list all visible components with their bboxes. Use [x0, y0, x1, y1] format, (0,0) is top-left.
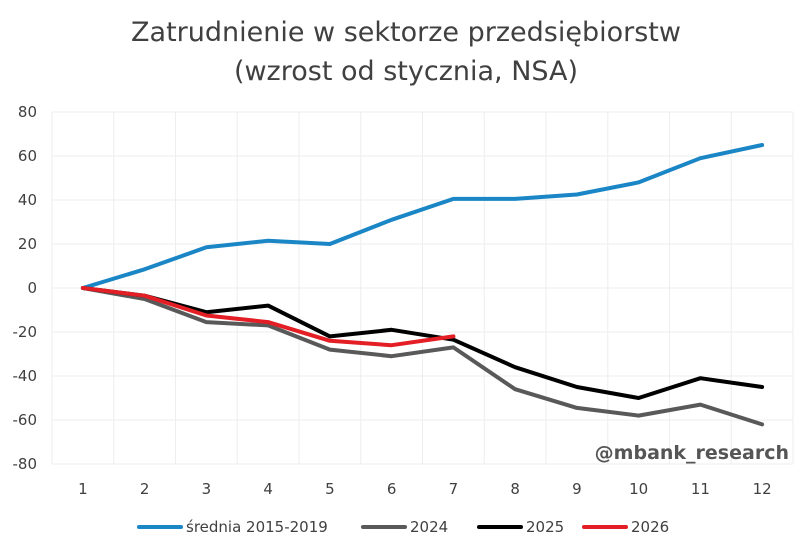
x-tick-label: 6: [387, 480, 397, 498]
x-axis-ticks: 1 2 3 4 5 6 7 8 9 10 11 12: [78, 480, 772, 498]
y-tick-label: -20: [13, 323, 38, 341]
x-tick-label: 9: [572, 480, 582, 498]
y-tick-label: 80: [18, 103, 37, 121]
x-tick-label: 7: [449, 480, 459, 498]
y-tick-label: 0: [27, 279, 37, 297]
x-tick-label: 10: [629, 480, 648, 498]
watermark: @mbank_research: [595, 442, 789, 464]
legend-label-2: 2025: [526, 518, 564, 536]
x-tick-label: 12: [753, 480, 772, 498]
x-tick-label: 3: [202, 480, 212, 498]
chart-title-line-2: (wzrost od stycznia, NSA): [234, 56, 578, 87]
legend: średnia 2015-2019 2024 2025 2026: [137, 518, 669, 536]
x-tick-label: 5: [325, 480, 335, 498]
y-tick-label: -60: [13, 411, 38, 429]
series-line-2: [80, 286, 765, 400]
legend-label-0: średnia 2015-2019: [186, 518, 328, 536]
x-tick-label: 11: [691, 480, 710, 498]
y-axis-ticks: 80 60 40 20 0 -20 -40 -60 -80: [13, 103, 38, 473]
series-line-1: [80, 286, 765, 427]
y-tick-label: -40: [13, 367, 38, 385]
series-lines: [80, 143, 765, 427]
grid: [51, 111, 794, 465]
y-tick-label: 40: [18, 191, 37, 209]
chart-title-line-1: Zatrudnienie w sektorze przedsiębiorstw: [131, 17, 681, 48]
y-tick-label: 20: [18, 235, 37, 253]
x-tick-label: 4: [263, 480, 273, 498]
x-tick-label: 1: [78, 480, 88, 498]
x-tick-label: 2: [140, 480, 150, 498]
series-line-0: [80, 143, 765, 290]
y-tick-label: 60: [18, 147, 37, 165]
x-tick-label: 8: [510, 480, 520, 498]
series-line-3: [80, 286, 456, 348]
legend-label-3: 2026: [631, 518, 669, 536]
y-tick-label: -80: [13, 455, 38, 473]
legend-label-1: 2024: [410, 518, 448, 536]
